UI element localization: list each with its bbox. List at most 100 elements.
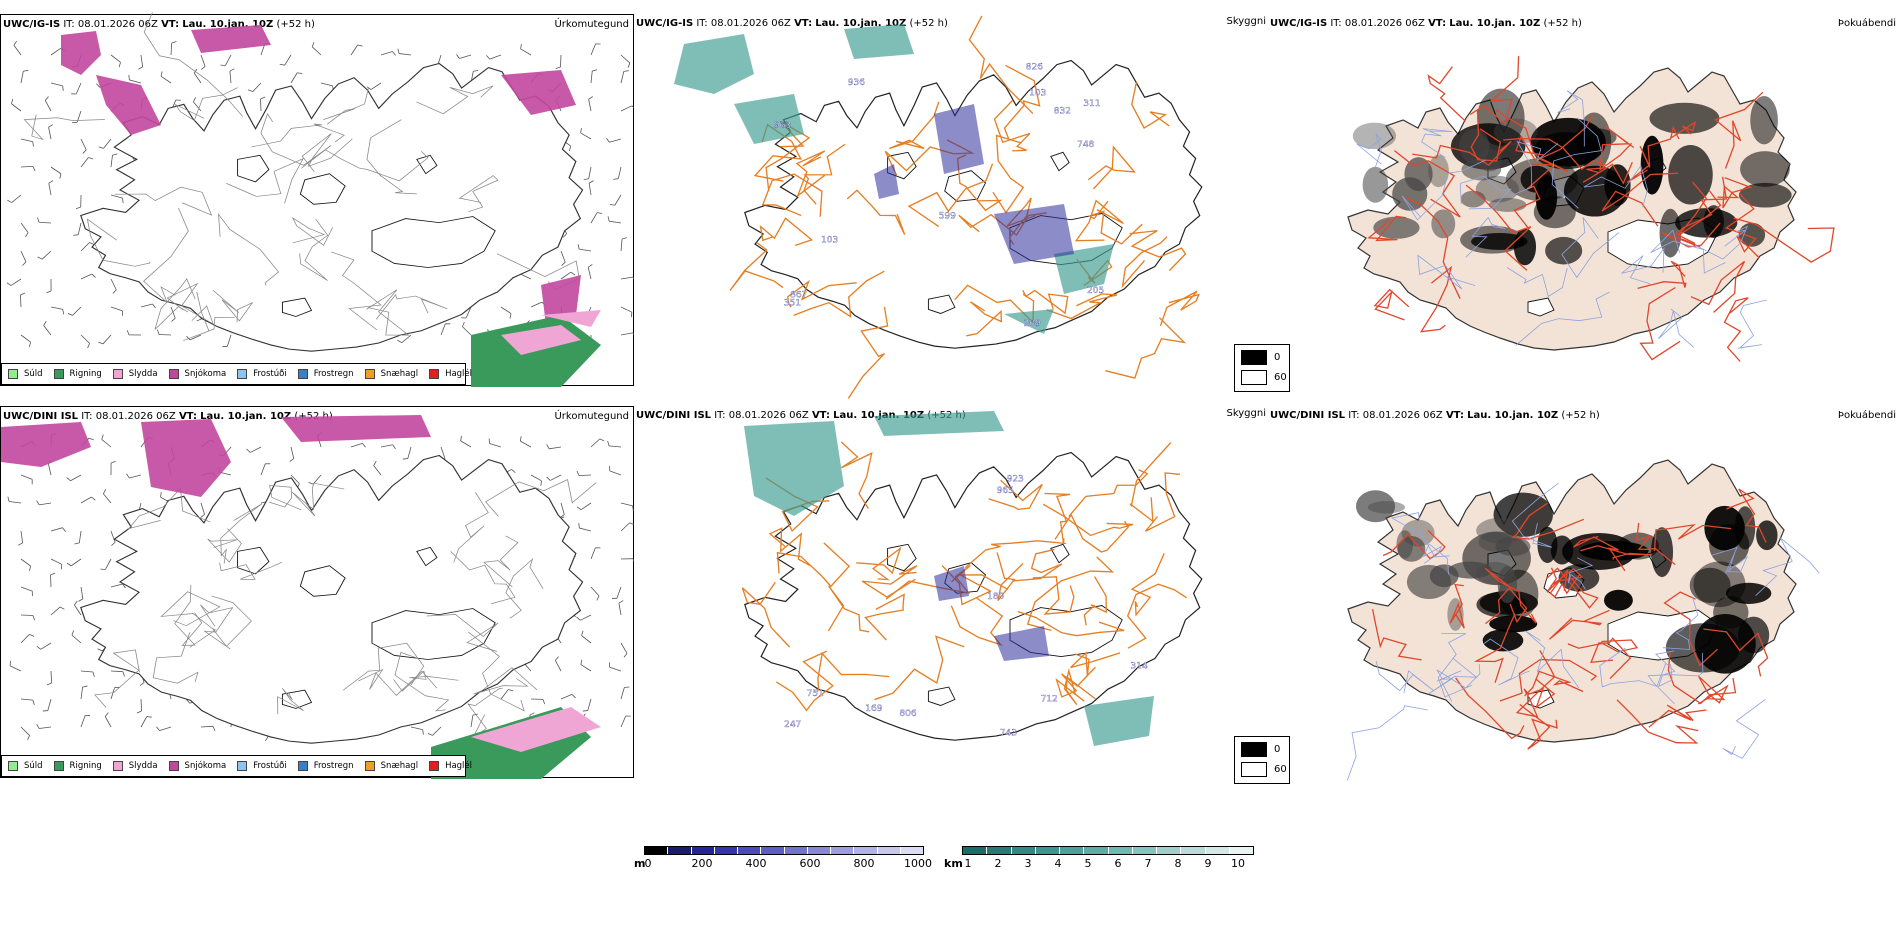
visibility-tick: 4: [1054, 857, 1062, 870]
color-step: [987, 847, 1012, 854]
legend-swatch: [53, 761, 64, 771]
legend-swatch: [112, 369, 123, 379]
issue-label: IT:: [1330, 18, 1342, 29]
legend-label: Snjókoma: [184, 369, 227, 379]
legend-swatch: [429, 369, 440, 379]
cloud-base-value: 247: [784, 720, 801, 730]
legend-swatch: [364, 369, 375, 379]
color-step: [1157, 847, 1182, 854]
panel-header: UWC/DINI ISL IT: 08.01.2026 06Z VT: Lau.…: [1270, 410, 1600, 421]
model-name: UWC/DINI ISL: [636, 410, 712, 421]
legend-item: Frostúði: [237, 369, 287, 379]
visibility-panel: UWC/IG-IS IT: 08.01.2026 06Z VT: Lau. 10…: [634, 14, 1268, 478]
legend-label: Rigning: [69, 761, 102, 771]
legend-label: Frostúði: [253, 761, 287, 771]
visibility-title: Skyggni: [1226, 16, 1266, 27]
legend-item: Súld: [8, 369, 43, 379]
cloud-legend-swatch: [1241, 762, 1267, 777]
model-name: UWC/IG-IS: [636, 18, 694, 29]
fog-title: Þokuábendi: [1837, 18, 1896, 29]
cloudbase-tick: 800: [853, 857, 875, 870]
iceland-outline: [23, 12, 584, 352]
color-step: [831, 847, 855, 854]
legend-swatch: [237, 369, 248, 379]
cloud-legend-swatch: [1241, 350, 1267, 365]
valid-label: VT:: [161, 19, 180, 30]
visibility-tick: 6: [1114, 857, 1122, 870]
legend-item: Snjókoma: [168, 761, 227, 771]
color-step: [691, 847, 715, 854]
cloud-base-value: 832: [1054, 107, 1071, 117]
fog-title: Þokuábendi: [1837, 410, 1896, 421]
color-step: [645, 847, 669, 854]
precip-type-title: Úrkomutegund: [554, 19, 629, 30]
color-step: [761, 847, 785, 854]
legend-item: Snjókoma: [168, 369, 227, 379]
legend-item: Snæhagl: [364, 369, 418, 379]
lead-time: (+52 h): [909, 18, 948, 29]
legend-label: Súld: [24, 369, 43, 379]
panel-header: UWC/IG-IS IT: 08.01.2026 06Z VT: Lau. 10…: [1270, 18, 1582, 29]
precip-type-legend: Súld Rigning Slydda Snjókoma Frostúði Frostre…: [1, 755, 472, 777]
color-step: [1035, 847, 1060, 854]
cloudbase-tick: 200: [691, 857, 713, 870]
cloud-base-value: 965: [997, 486, 1014, 496]
visibility-tick: 3: [1024, 857, 1032, 870]
model-name: UWC/DINI ISL: [1270, 410, 1346, 421]
iceland-outline: [729, 15, 1203, 399]
legend-label: Haglél: [445, 761, 473, 771]
iceland-outline: [1346, 459, 1820, 781]
cloudbase-tick: 1000: [904, 857, 932, 870]
legend-swatch: [168, 369, 179, 379]
color-step: [1132, 847, 1157, 854]
legend-swatch: [53, 369, 64, 379]
legend-label: Snjókoma: [184, 761, 227, 771]
cloudbase-tick: 0: [644, 857, 652, 870]
issue-time: 08.01.2026 06Z: [1362, 410, 1443, 421]
visibility-tick: 9: [1204, 857, 1212, 870]
cloud-legend: 0 60: [1234, 344, 1290, 392]
legend-item: Snæhagl: [364, 761, 418, 771]
precip-type-map: [6, 12, 636, 387]
legend-swatch: [297, 369, 308, 379]
color-step: [714, 847, 738, 854]
legend-label: Haglél: [445, 369, 473, 379]
cloud-legend-label: 0: [1274, 352, 1281, 363]
valid-time: Lau. 10.jan. 10Z: [833, 410, 925, 421]
legend-swatch: [8, 369, 18, 379]
legend-label: Frostúði: [253, 369, 287, 379]
cloud-base-value: 599: [939, 212, 956, 222]
legend-swatch: [112, 761, 123, 771]
cloud-base-value: 103: [821, 235, 838, 245]
cloud-base-value: 867: [790, 290, 807, 300]
model-row: UWC/DINI ISL IT: 08.01.2026 06Z VT: Lau.…: [0, 406, 1900, 870]
valid-time: Lau. 10.jan. 10Z: [200, 411, 292, 422]
cloud-legend-label: 0: [1274, 744, 1281, 755]
lead-time: (+52 h): [276, 19, 315, 30]
cloud-legend-item: 60: [1241, 370, 1287, 385]
color-step: [1205, 847, 1230, 854]
visibility-tick: 2: [994, 857, 1002, 870]
cloud-base-value: 923: [1007, 475, 1024, 485]
panel-header: UWC/DINI ISL IT: 08.01.2026 06Z VT: Lau.…: [3, 411, 333, 422]
legend-swatch: [429, 761, 440, 771]
fog-panel: UWC/DINI ISL IT: 08.01.2026 06Z VT: Lau.…: [1234, 406, 1900, 784]
cloud-base-value: 169: [865, 704, 882, 714]
legend-swatch: [297, 761, 308, 771]
issue-label: IT:: [1348, 410, 1360, 421]
visibility-title: Skyggni: [1226, 408, 1266, 419]
legend-item: Rigning: [53, 761, 102, 771]
legend-label: Frostregn: [313, 369, 354, 379]
cloud-legend-item: 60: [1241, 762, 1287, 777]
cloud-base-value: 311: [1083, 99, 1100, 109]
cloudbase-strip: [644, 846, 924, 855]
model-name: UWC/DINI ISL: [3, 411, 79, 422]
cloud-base-value: 826: [1026, 63, 1043, 73]
cloud-base-value: 743: [1000, 729, 1017, 739]
iceland-outline: [80, 454, 597, 744]
cloud-legend-item: 0: [1241, 742, 1280, 757]
visibility-map: 936 748 209 963 311 351 205 599 103 832 867 826 103: [674, 15, 1203, 399]
color-step: [1108, 847, 1133, 854]
visibility-tick: 7: [1144, 857, 1152, 870]
